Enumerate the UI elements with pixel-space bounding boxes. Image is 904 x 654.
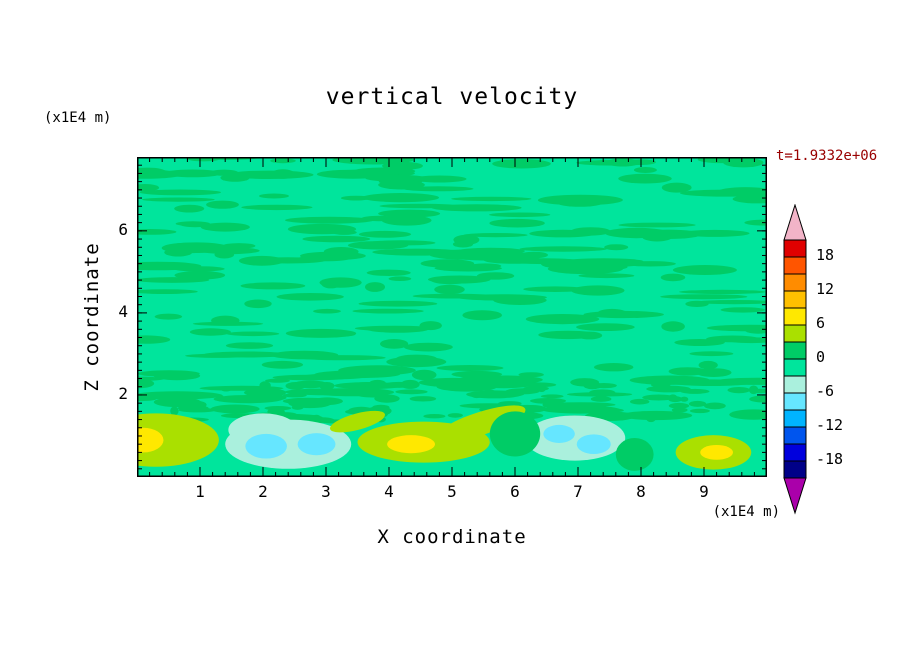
colorbar-label: 18 <box>816 246 835 264</box>
y-tick-label: 2 <box>118 383 128 403</box>
x-tick-label: 9 <box>699 482 709 501</box>
contour-features <box>137 405 752 471</box>
colorbar-label: -18 <box>816 450 844 468</box>
axis-ticks <box>138 158 766 476</box>
colorbar-band <box>783 324 807 343</box>
downdraft-core <box>297 433 336 456</box>
updraft-core <box>137 427 164 453</box>
x-tick-label: 1 <box>195 482 205 501</box>
x-tick-label: 7 <box>573 482 583 501</box>
plot-frame <box>137 157 767 477</box>
x-tick-label: 4 <box>384 482 394 501</box>
colorbar-band <box>783 426 807 445</box>
x-axis-label: X coordinate <box>377 526 527 548</box>
updraft-weak <box>330 410 385 433</box>
colorbar-band <box>783 256 807 275</box>
x-tick-label: 3 <box>321 482 331 501</box>
colorbar-band <box>783 341 807 360</box>
x-tick-label: 2 <box>258 482 268 501</box>
colorbar-band <box>783 239 807 258</box>
colorbar-band <box>783 409 807 428</box>
x-tick-label: 8 <box>636 482 646 501</box>
speckle-blob <box>615 438 654 471</box>
colorbar-label: 6 <box>816 314 826 332</box>
colorbar-band <box>783 392 807 411</box>
colorbar-band <box>783 443 807 462</box>
updraft-weak <box>137 413 219 467</box>
y-axis-unit: (x1E4 m) <box>44 110 112 126</box>
colorbar-band <box>783 290 807 309</box>
contour-speckles <box>137 157 767 425</box>
downdraft-core <box>543 424 575 443</box>
y-tick-label: 4 <box>118 301 128 321</box>
time-annotation: t=1.9332e+06 <box>776 148 878 164</box>
chart-title: vertical velocity <box>325 84 579 110</box>
speckle-blob <box>489 411 541 457</box>
colorbar-band <box>783 273 807 292</box>
downdraft-core <box>245 433 287 459</box>
colorbar-label: -6 <box>816 382 835 400</box>
updraft-core <box>700 445 733 460</box>
contour-plot <box>137 157 767 477</box>
colorbar-label: 0 <box>816 348 826 366</box>
updraft-core <box>387 435 435 454</box>
x-tick-label: 6 <box>510 482 520 501</box>
colorbar-arrow-bottom <box>783 477 807 515</box>
colorbar <box>783 204 807 515</box>
contour-field <box>137 157 767 477</box>
downdraft-core <box>576 434 611 455</box>
x-axis-unit: (x1E4 m) <box>712 504 780 520</box>
colorbar-band <box>783 375 807 394</box>
colorbar-band <box>783 358 807 377</box>
colorbar-band <box>783 460 807 479</box>
x-tick-label: 5 <box>447 482 457 501</box>
y-tick-label: 6 <box>118 219 128 239</box>
colorbar-label: -12 <box>816 416 844 434</box>
colorbar-band <box>783 307 807 326</box>
colorbar-arrow-top <box>783 204 807 241</box>
colorbar-label: 12 <box>816 280 835 298</box>
